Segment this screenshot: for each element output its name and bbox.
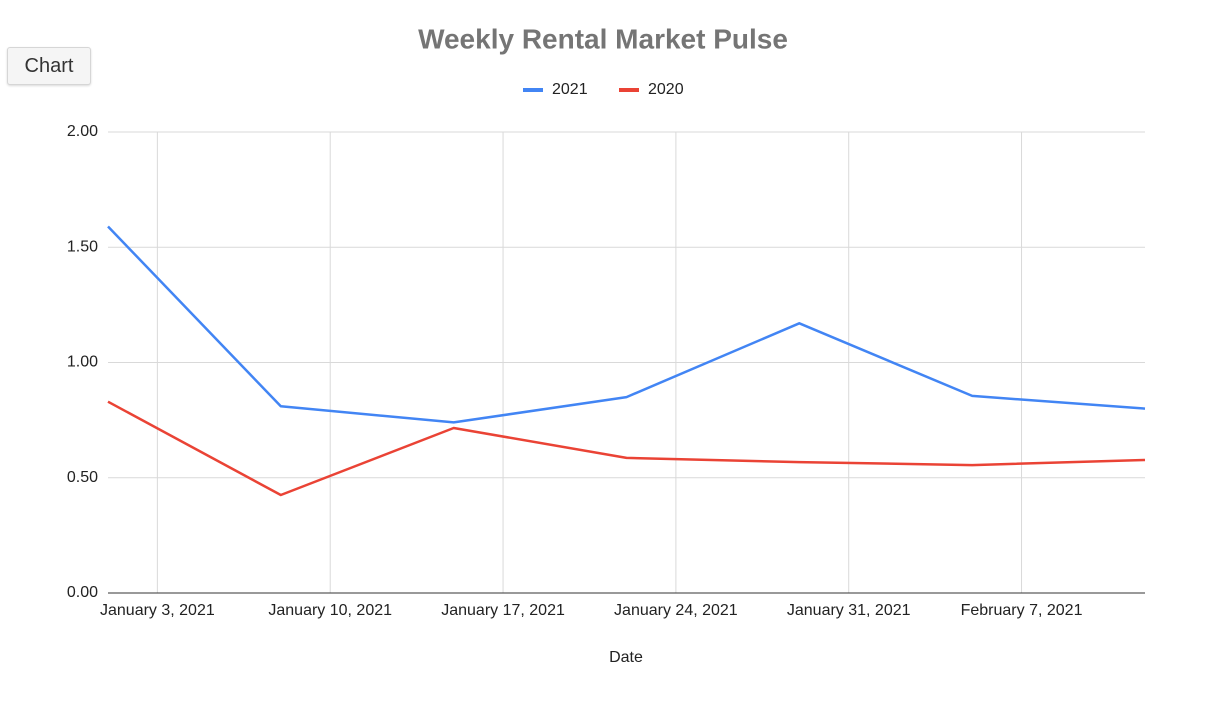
y-tick-label: 0.50 [67,469,98,486]
x-tick-label: January 3, 2021 [100,602,215,619]
series-line [107,225,1146,424]
y-tick-label: 1.50 [67,238,98,255]
x-axis-title: Date [609,649,643,666]
x-tick-label: January 10, 2021 [268,602,392,619]
x-tick-label: January 31, 2021 [787,602,911,619]
x-tick-label: February 7, 2021 [961,602,1083,619]
chart-title: Weekly Rental Market Pulse [418,23,788,54]
legend-label: 2020 [648,81,684,98]
chart-button[interactable]: Chart [7,47,91,85]
legend-label: 2021 [552,81,588,98]
series-line [107,400,1146,497]
x-tick-label: January 24, 2021 [614,602,738,619]
y-tick-label: 0.00 [67,584,98,601]
y-tick-label: 2.00 [67,123,98,140]
x-tick-label: January 17, 2021 [441,602,565,619]
y-tick-label: 1.00 [67,354,98,371]
